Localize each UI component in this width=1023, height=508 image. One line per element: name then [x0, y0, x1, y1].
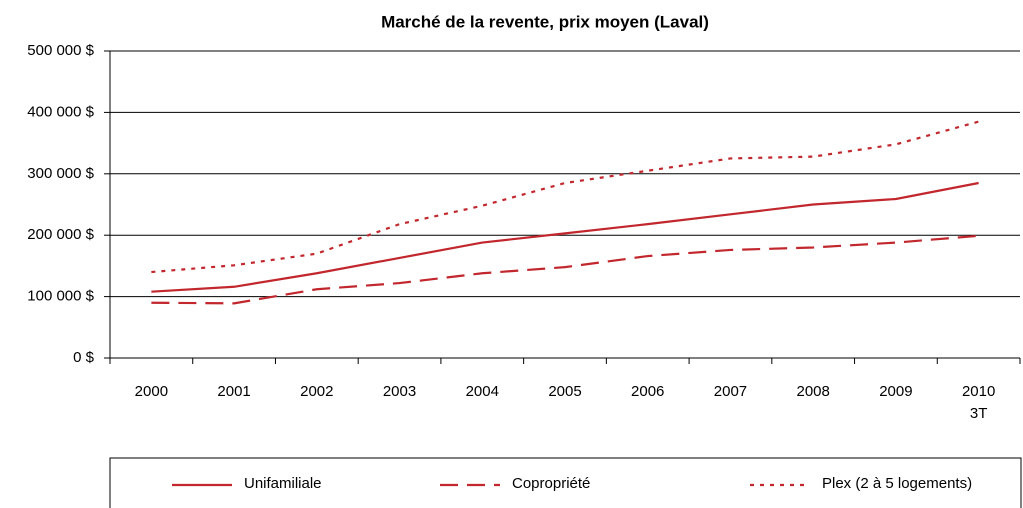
y-tick-label: 0 $ [73, 349, 95, 366]
legend-label: Copropriété [512, 475, 590, 492]
x-tick-label: 2008 [796, 383, 830, 400]
x-tick-label: 2004 [465, 383, 499, 400]
x-tick-label: 2005 [548, 383, 582, 400]
series-line [151, 120, 979, 274]
chart-title: Marché de la revente, prix moyen (Laval) [381, 12, 709, 31]
series-line [151, 234, 979, 305]
y-tick-label: 100 000 $ [27, 288, 94, 305]
y-tick-label: 400 000 $ [27, 103, 94, 120]
x-tick-label: 2009 [879, 383, 913, 400]
x-tick-label: 2001 [217, 383, 251, 400]
legend-box [109, 457, 1022, 508]
x-tick-label: 2000 [134, 383, 169, 400]
legend-label: Unifamiliale [244, 475, 322, 492]
legend-label: Plex (2 à 5 logements) [822, 475, 972, 492]
series-line [151, 181, 979, 293]
x-tick-label: 2007 [713, 383, 748, 400]
y-tick-label: 200 000 $ [27, 226, 94, 243]
x-tick-label: 2003 [382, 383, 417, 400]
y-tick-label: 500 000 $ [27, 42, 94, 59]
y-tick-label: 300 000 $ [27, 165, 94, 182]
x-tick-label: 2002 [300, 383, 334, 400]
x-tick-label: 2006 [631, 383, 665, 400]
x-tick-label: 2010 3T [961, 383, 996, 422]
